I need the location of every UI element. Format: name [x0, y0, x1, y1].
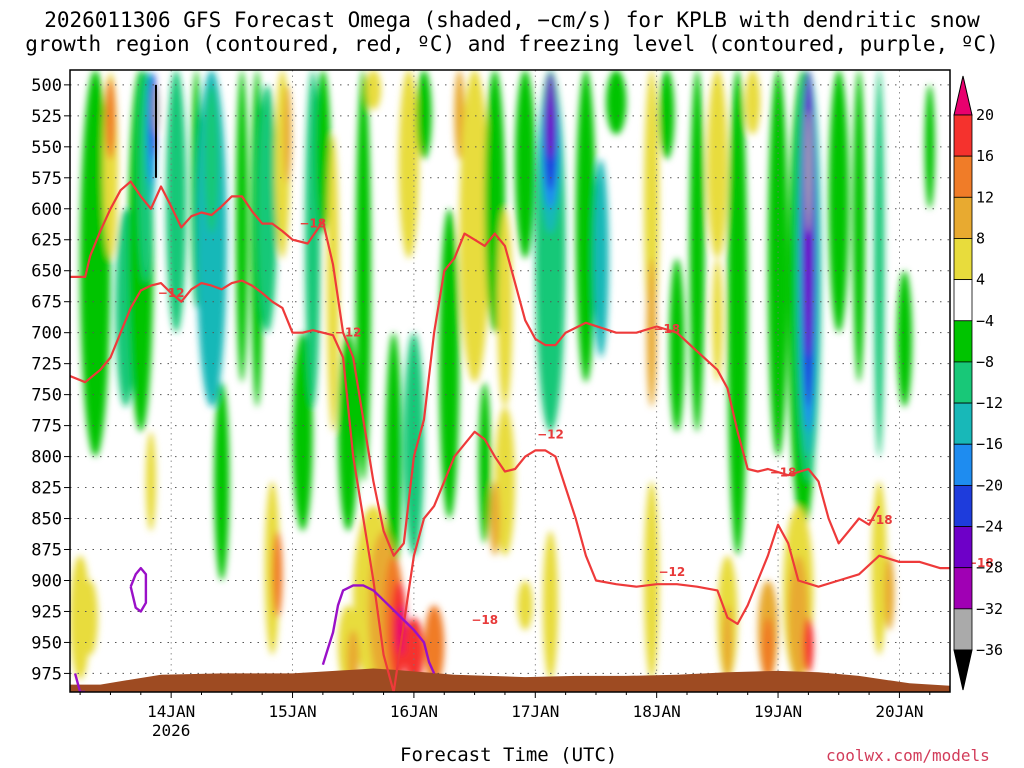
y-tick-label: 600 — [31, 200, 62, 220]
y-tick-label: 525 — [31, 107, 62, 127]
colorbar-label: −4 — [976, 312, 994, 330]
y-tick-label: 700 — [31, 324, 62, 344]
colorbar-label: 4 — [976, 271, 985, 289]
y-tick-label: 500 — [31, 76, 62, 96]
colorbar-label: −28 — [976, 559, 1003, 577]
chart-title-line2: growth region (contoured, red, ºC) and f… — [25, 32, 999, 56]
y-tick-label: 550 — [31, 138, 62, 158]
colorbar-label: 12 — [976, 188, 994, 206]
contour-label: −18 — [471, 613, 498, 627]
colorbar-label: −8 — [976, 353, 994, 371]
y-tick-label: 925 — [31, 602, 62, 622]
y-tick-label: 850 — [31, 510, 62, 530]
x-tick-label: 18JAN — [633, 702, 681, 721]
y-tick-label: 650 — [31, 262, 62, 282]
colorbar-label: −20 — [976, 476, 1003, 494]
colorbar-label: −24 — [976, 518, 1003, 536]
y-tick-label: 575 — [31, 169, 62, 189]
colorbar-label: 20 — [976, 106, 994, 124]
contour-label: −12 — [537, 427, 564, 441]
contour-label: −12 — [335, 326, 362, 340]
colorbar-label: −16 — [976, 435, 1003, 453]
grid-lines — [70, 70, 950, 692]
x-axis: 14JAN 15JAN 16JAN 17JAN 18JAN 19JAN 20JAN 2026 — [79, 692, 931, 740]
contour-lines — [70, 180, 950, 692]
y-tick-label: 750 — [31, 386, 62, 406]
x-tick-label: 19JAN — [754, 702, 802, 721]
contour-label: −12 — [658, 565, 685, 579]
y-tick-label: 725 — [31, 355, 62, 375]
colorbar-label: −36 — [976, 641, 1003, 659]
contour-label: −18 — [866, 513, 893, 527]
y-tick-label: 825 — [31, 479, 62, 499]
x-tick-label: 14JAN — [147, 702, 195, 721]
colorbar: 20 16 12 8 4 −4 −8 −12 −16 −20 −24 −28 −32 −36 — [953, 75, 1003, 691]
chart-title-line1: 2026011306 GFS Forecast Omega (shaded, −… — [44, 8, 980, 32]
colorbar-label: 8 — [976, 229, 985, 247]
y-tick-label: 950 — [31, 633, 62, 653]
y-tick-label: 900 — [31, 571, 62, 591]
x-tick-label: 20JAN — [875, 702, 923, 721]
y-axis: 500 525 550 575 600 625 650 675 700 725 750 775 800 8… — [31, 76, 70, 684]
colorbar-label: 16 — [976, 147, 994, 165]
credit-link[interactable]: coolwx.com/models — [826, 746, 990, 765]
contour-label: −18 — [299, 217, 326, 231]
y-tick-label: 775 — [31, 417, 62, 437]
x-tick-label: 15JAN — [268, 702, 316, 721]
x-tick-year: 2026 — [152, 721, 191, 740]
x-tick-label: 16JAN — [390, 702, 438, 721]
colorbar-label: −12 — [976, 394, 1003, 412]
contour-labels: −18 −12 −12 −18 −12 −18 −18 −12 −18 −18 — [158, 217, 994, 627]
y-tick-label: 675 — [31, 293, 62, 313]
y-tick-label: 800 — [31, 448, 62, 468]
x-tick-label: 17JAN — [511, 702, 559, 721]
plot-frame — [69, 69, 951, 693]
contour-label: −18 — [653, 322, 680, 336]
y-tick-label: 975 — [31, 664, 62, 684]
contour-label: −18 — [770, 466, 797, 480]
y-tick-label: 875 — [31, 541, 62, 561]
y-tick-label: 625 — [31, 231, 62, 251]
x-axis-title: Forecast Time (UTC) — [400, 744, 618, 766]
contour-label: −18 — [967, 556, 994, 570]
contour-label: −12 — [158, 286, 185, 300]
colorbar-label: −32 — [976, 600, 1003, 618]
terrain-surface — [70, 668, 950, 692]
